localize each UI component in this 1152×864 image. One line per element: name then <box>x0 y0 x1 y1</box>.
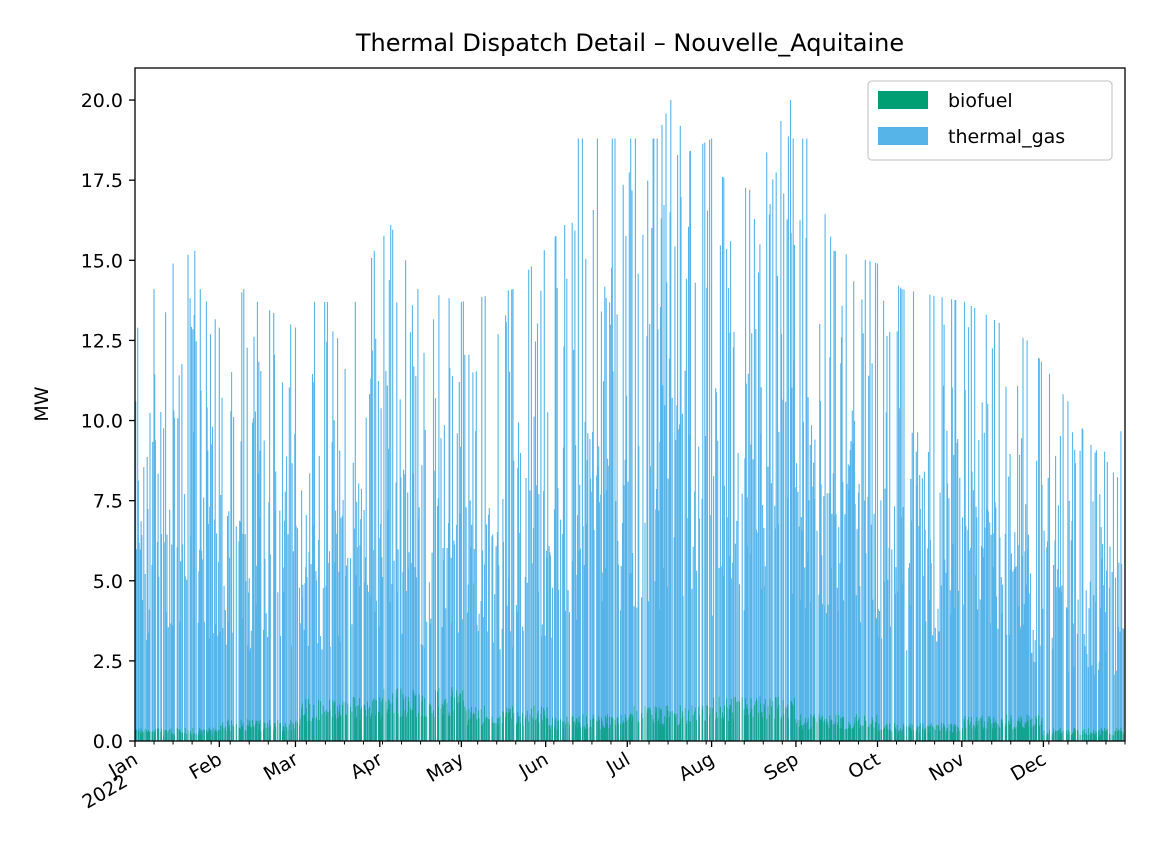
y-tick-label: 10.0 <box>81 411 123 433</box>
chart-title: Thermal Dispatch Detail – Nouvelle_Aquit… <box>355 29 904 57</box>
y-tick-label: 15.0 <box>81 250 123 272</box>
legend-swatch-biofuel <box>878 91 928 109</box>
y-tick-label: 2.5 <box>93 651 123 673</box>
series-thermal-gas <box>134 100 1126 741</box>
y-tick-label: 20.0 <box>81 90 123 112</box>
bars-layer <box>134 100 1126 741</box>
legend-label-biofuel: biofuel <box>948 90 1013 112</box>
legend-label-thermal-gas: thermal_gas <box>948 126 1065 148</box>
legend: biofuel thermal_gas <box>867 80 1113 161</box>
y-tick-label: 17.5 <box>81 170 123 192</box>
legend-swatch-thermal-gas <box>878 127 928 145</box>
y-tick-label: 5.0 <box>93 571 123 593</box>
y-tick-label: 0.0 <box>93 731 123 753</box>
y-tick-label: 12.5 <box>81 330 123 352</box>
y-axis-ticks: 0.0 2.5 5.0 7.5 10.0 12.5 15.0 17.5 20.0 <box>81 90 135 753</box>
y-tick-label: 7.5 <box>93 491 123 513</box>
y-axis-label: MW <box>31 386 53 421</box>
legend-box <box>867 80 1113 161</box>
series-biofuel <box>135 687 1125 741</box>
